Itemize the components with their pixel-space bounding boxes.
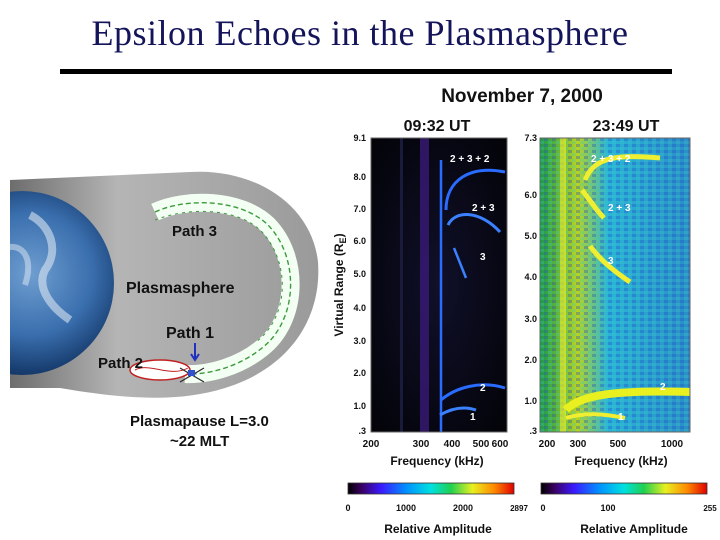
echo-label-right-2: 2 xyxy=(660,382,666,393)
echo-label-right-1: 1 xyxy=(618,412,624,423)
echo-2 xyxy=(440,383,506,402)
left-ytick-label: 7.0 xyxy=(353,204,366,214)
xaxis-title-right: Frequency (kHz) xyxy=(574,454,667,468)
right-xtick-label: 200 xyxy=(539,439,556,450)
spectrogram-right: 2 + 3 + 2 2 + 3 3 2 1 xyxy=(539,137,691,433)
echo-label-right-232: 2 + 3 + 2 xyxy=(591,154,631,165)
label-path3: Path 3 xyxy=(172,223,217,240)
colorbar-left-label: Relative Amplitude xyxy=(384,522,492,536)
colorbar-right-tick: 100 xyxy=(600,503,615,513)
echo-label-left-3: 3 xyxy=(480,252,486,263)
right-ytick-label: 6.0 xyxy=(524,190,537,200)
colorbar-left-tick: 1000 xyxy=(396,503,416,513)
spectrogram-left: 2 + 3 + 2 2 + 3 3 2 1 xyxy=(370,137,508,433)
panel-left-time: 09:32 UT xyxy=(404,118,471,135)
echo-1 xyxy=(439,406,477,417)
left-ytick-label: 4.0 xyxy=(353,303,366,313)
echo-label-right-3: 3 xyxy=(608,256,614,267)
echo-right-1 xyxy=(565,412,626,420)
echo-right-2-3 xyxy=(580,188,606,220)
left-ytick-label: .3 xyxy=(358,426,366,436)
echo-2-3 xyxy=(446,213,502,234)
left-yticks: 9.1 8.0 7.0 6.0 5.0 4.0 3.0 2.0 1.0 .3 xyxy=(353,133,366,436)
path3-loops xyxy=(154,202,292,375)
left-ytick-label: 3.0 xyxy=(353,336,366,346)
left-xticks: 200 300 400 500 600 xyxy=(363,439,509,450)
echo-3 xyxy=(452,247,468,279)
plasmasphere-diagram: Path 3 Plasmasphere Path 1 Path 2 Plasma… xyxy=(0,171,319,450)
echo-label-left-23: 2 + 3 xyxy=(472,203,495,214)
left-ytick-label: 6.0 xyxy=(353,236,366,246)
label-path1: Path 1 xyxy=(166,325,214,342)
colorbar-right-max: 255 xyxy=(703,504,717,513)
echo-right-2 xyxy=(562,387,691,413)
panel-right-time: 23:49 UT xyxy=(593,118,660,135)
left-xtick-label: 600 xyxy=(492,439,509,450)
echo-label-left-232: 2 + 3 + 2 xyxy=(450,154,490,165)
colorbar-left-max: 2897 xyxy=(510,504,528,513)
left-xtick-label: 400 xyxy=(444,439,461,450)
colorbar-right-ticks: 0 100 xyxy=(540,503,615,513)
label-path2: Path 2 xyxy=(98,355,143,372)
right-ytick-label: 5.0 xyxy=(524,231,537,241)
echo-label-right-23: 2 + 3 xyxy=(608,203,631,214)
right-xtick-label: 500 xyxy=(610,439,627,450)
left-xtick-label: 300 xyxy=(413,439,430,450)
colorbar-left-tick: 2000 xyxy=(453,503,473,513)
echo-label-left-2: 2 xyxy=(480,383,486,394)
echo-right-2-3-2 xyxy=(582,154,661,182)
right-ytick-label: 2.0 xyxy=(524,355,537,365)
label-mlt: ~22 MLT xyxy=(170,433,229,450)
colorbar-right-label: Relative Amplitude xyxy=(580,522,688,536)
colorbar-left-ticks: 0 1000 2000 xyxy=(345,503,473,513)
left-ytick-label: 2.0 xyxy=(353,368,366,378)
slide-title: Epsilon Echoes in the Plasmasphere xyxy=(91,13,629,53)
echo-label-left-1: 1 xyxy=(470,412,476,423)
left-ytick-label: 9.1 xyxy=(353,133,366,143)
right-yticks: 7.3 6.0 5.0 4.0 3.0 2.0 1.0 .3 xyxy=(524,133,537,436)
right-ytick-label: 3.0 xyxy=(524,314,537,324)
echo-right-3 xyxy=(587,244,632,285)
label-plasmapause: Plasmapause L=3.0 xyxy=(130,413,269,430)
right-ytick-label: 4.0 xyxy=(524,272,537,282)
yaxis-title: Virtual Range (RE) xyxy=(332,233,348,336)
figure-date: November 7, 2000 xyxy=(441,86,603,107)
right-ytick-label: .3 xyxy=(529,426,537,436)
left-ytick-label: 8.0 xyxy=(353,172,366,182)
right-xtick-label: 1000 xyxy=(661,439,684,450)
left-ytick-label: 5.0 xyxy=(353,269,366,279)
echo-2-3-2 xyxy=(444,168,506,211)
spectrogram-left-background xyxy=(371,138,507,432)
left-ytick-label: 1.0 xyxy=(353,401,366,411)
earth-globe xyxy=(0,191,114,375)
label-plasmasphere: Plasmasphere xyxy=(126,280,235,297)
colorbar-left-tick: 0 xyxy=(345,503,350,513)
right-ytick-label: 1.0 xyxy=(524,396,537,406)
left-xtick-label: 500 xyxy=(473,439,490,450)
colorbar-right-tick: 0 xyxy=(540,503,545,513)
right-xtick-label: 300 xyxy=(570,439,587,450)
title-underline xyxy=(60,69,672,74)
colorbar-right xyxy=(540,482,708,495)
left-xtick-label: 200 xyxy=(363,439,380,450)
colorbar-left xyxy=(347,482,515,495)
xaxis-title-left: Frequency (kHz) xyxy=(390,454,483,468)
right-xticks: 200 300 500 1000 xyxy=(539,439,684,450)
right-ytick-label: 7.3 xyxy=(524,133,537,143)
